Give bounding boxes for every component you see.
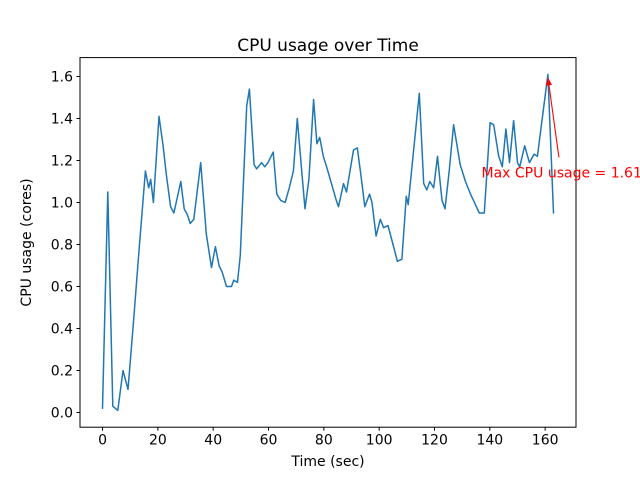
cpu-usage-line	[101, 73, 555, 412]
x-tick-label: 120	[421, 433, 448, 449]
annotation-arrowhead	[546, 77, 552, 86]
y-tick-label: 1.4	[51, 112, 73, 128]
y-tick-label: 1.2	[51, 154, 73, 170]
x-tick-label: 0	[98, 433, 107, 449]
y-axis-label: CPU usage (cores)	[19, 178, 35, 306]
x-tick-label: 20	[149, 433, 167, 449]
x-tick-label: 160	[532, 433, 559, 449]
x-tick-label: 40	[204, 433, 222, 449]
y-tick-label: 0.0	[51, 406, 73, 422]
y-tick-label: 0.8	[51, 238, 73, 254]
max-annotation-text: Max CPU usage = 1.61	[482, 165, 640, 181]
x-tick-label: 60	[260, 433, 278, 449]
series-layer	[101, 73, 555, 412]
x-tick-label: 140	[476, 433, 503, 449]
x-axis-label: Time (sec)	[290, 454, 364, 470]
y-tick-label: 0.4	[51, 322, 73, 338]
y-tick-label: 1.0	[51, 196, 73, 212]
annotation-arrow-layer	[546, 77, 560, 158]
y-tick-label: 0.2	[51, 364, 73, 380]
x-tick-label: 80	[315, 433, 333, 449]
y-tick-label: 1.6	[51, 70, 73, 86]
x-tick-label: 100	[366, 433, 393, 449]
axes-layer: 0 20 40 60 80 100 120 140 160 0.0 0.2 0.4 0.6 0.8 1.0 1…	[51, 57, 577, 449]
y-tick-label: 0.6	[51, 280, 73, 296]
annotation-arrow-line	[548, 85, 560, 158]
chart-title: CPU usage over Time	[237, 36, 419, 56]
plot-area	[79, 57, 577, 428]
